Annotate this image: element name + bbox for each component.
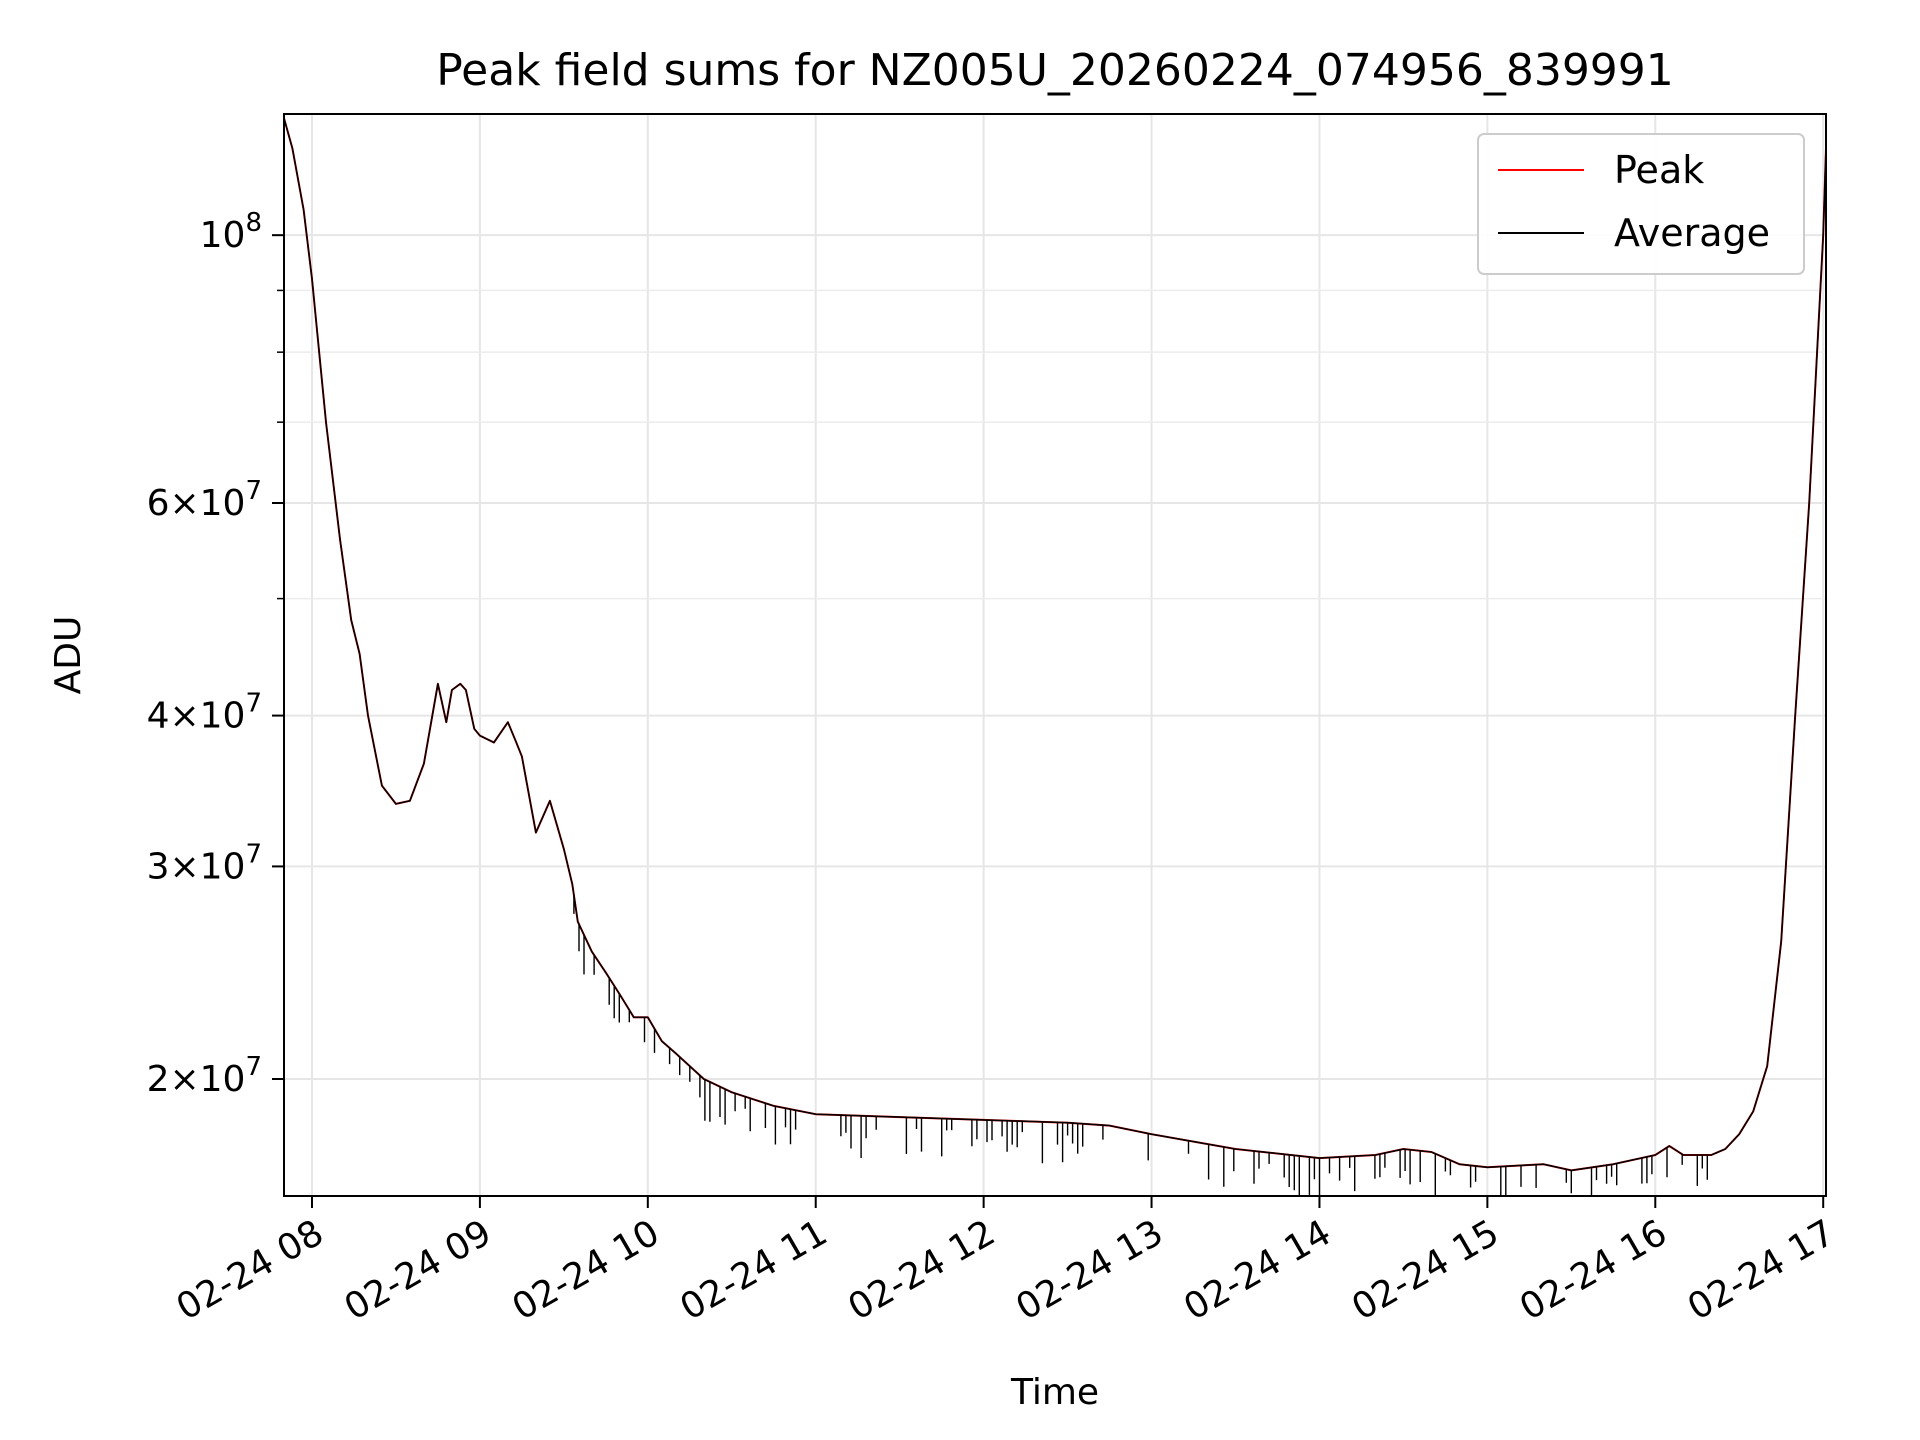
y-axis-label: ADU [48,616,89,695]
chart-title: Peak field sums for NZ005U_20260224_0749… [436,45,1674,96]
y-tick-label-base: 3×10 [147,846,246,887]
y-tick-label: 4×107 [147,689,262,737]
y-tick-label-base: 2×10 [147,1059,246,1100]
legend-peak-label: Peak [1614,148,1704,192]
y-tick-label: 2×107 [147,1052,262,1100]
y-tick-label-base: 10 [200,215,246,256]
y-tick-label-exponent: 7 [245,689,262,719]
y-tick-label-base: 6×10 [147,483,246,524]
y-tick-label: 108 [200,208,262,256]
plot-frame [283,113,1827,1197]
series-average-noise [573,895,1708,1196]
y-tick-label: 3×107 [147,839,262,887]
y-tick-label-exponent: 7 [245,476,262,506]
grid-lines [284,114,1826,1196]
y-tick-label-exponent: 7 [245,839,262,869]
legend-average-label: Average [1614,211,1770,255]
x-axis-label: Time [1010,1372,1099,1413]
y-tick-label: 6×107 [147,476,262,524]
y-tick-label-base: 4×10 [147,696,246,737]
y-tick-label-exponent: 8 [245,208,262,238]
series-layer [283,117,1827,1196]
y-tick-label-exponent: 7 [245,1052,262,1082]
legend: Peak Average [1477,133,1805,275]
